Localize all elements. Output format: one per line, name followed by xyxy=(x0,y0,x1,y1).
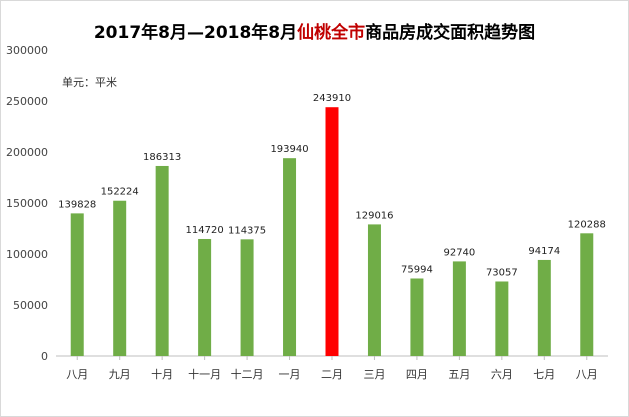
x-tick-label: 九月 xyxy=(109,368,131,381)
x-tick-label: 五月 xyxy=(448,368,470,381)
title-date-range: 2017年8月—2018年8月 xyxy=(93,23,298,43)
data-label: 120288 xyxy=(568,219,606,230)
y-tick-label: 300000 xyxy=(6,44,48,57)
x-tick-label: 三月 xyxy=(363,368,385,381)
x-tick-label: 六月 xyxy=(491,368,513,381)
bar xyxy=(283,158,297,356)
bar xyxy=(155,165,169,356)
data-label: 92740 xyxy=(443,247,475,258)
data-label: 73057 xyxy=(486,267,518,278)
y-tick-label: 150000 xyxy=(6,197,48,210)
data-label: 94174 xyxy=(528,246,560,257)
unit-label: 单元：平米 xyxy=(62,76,117,89)
data-label: 186313 xyxy=(143,152,181,163)
data-label: 114720 xyxy=(186,225,224,236)
y-tick-label: 50000 xyxy=(13,299,48,312)
data-label: 114375 xyxy=(228,225,266,236)
x-tick-label: 一月 xyxy=(279,368,301,381)
data-label: 129016 xyxy=(355,210,393,221)
x-tick-label: 二月 xyxy=(321,368,343,381)
y-tick-label: 200000 xyxy=(6,146,48,159)
x-tick-label: 七月 xyxy=(533,368,555,381)
y-tick-label: 0 xyxy=(41,350,48,363)
data-label: 75994 xyxy=(401,264,433,275)
y-tick-label: 100000 xyxy=(6,248,48,261)
bar xyxy=(537,259,551,356)
bar xyxy=(367,224,381,356)
x-tick-label: 十月 xyxy=(151,367,173,381)
bar xyxy=(240,239,254,356)
bar xyxy=(325,107,339,357)
title-subject: 商品房成交面积趋势图 xyxy=(365,23,536,43)
x-tick-label: 八月 xyxy=(576,368,598,381)
x-tick-label: 四月 xyxy=(406,368,428,381)
x-tick-label: 十二月 xyxy=(231,367,264,381)
y-tick-label: 250000 xyxy=(6,95,48,108)
bar xyxy=(580,233,594,356)
bar xyxy=(410,278,424,356)
bar xyxy=(70,213,84,356)
data-label: 139828 xyxy=(58,199,96,210)
bar xyxy=(113,200,127,356)
x-tick-label: 十一月 xyxy=(188,367,221,381)
data-label: 243910 xyxy=(313,93,351,104)
data-label: 152224 xyxy=(101,187,139,198)
chart-title: 2017年8月—2018年8月仙桃全市商品房成交面积趋势图 xyxy=(0,18,629,43)
title-city: 仙桃全市 xyxy=(297,23,366,43)
bar xyxy=(495,281,509,356)
bar xyxy=(452,261,466,356)
x-tick-label: 八月 xyxy=(66,368,88,381)
bar xyxy=(198,238,212,356)
data-label: 193940 xyxy=(270,144,308,155)
